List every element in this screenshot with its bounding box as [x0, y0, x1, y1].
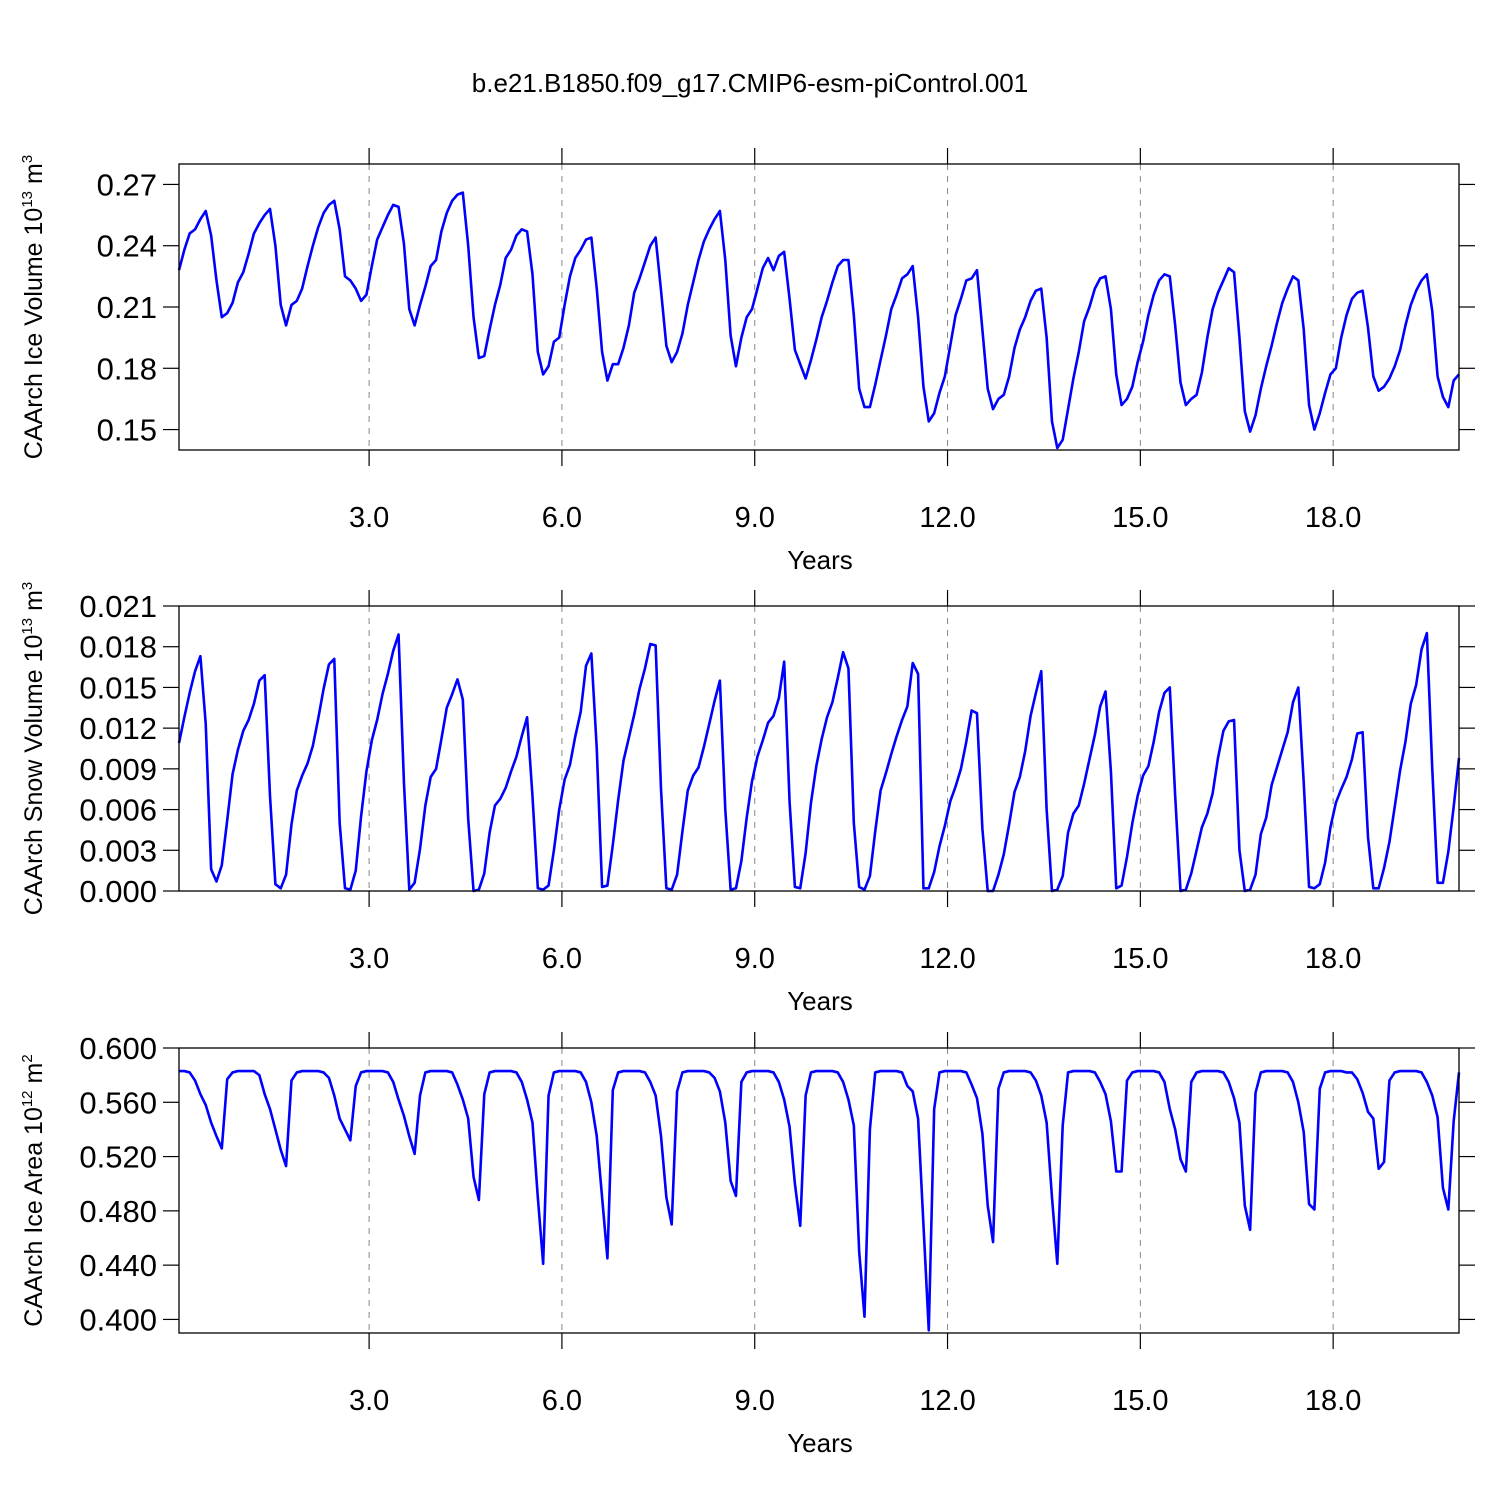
y-tick-label: 0.440	[79, 1248, 157, 1283]
y-tick-label: 0.400	[79, 1302, 157, 1337]
y-tick-label: 0.009	[79, 752, 157, 787]
y-axis-label-exponent: 3	[19, 582, 36, 590]
y-tick-label: 0.000	[79, 874, 157, 909]
y-tick-label: 0.600	[79, 1031, 157, 1066]
x-tick-label: 12.0	[919, 943, 975, 975]
y-axis-label-exponent: 2	[19, 1054, 36, 1062]
x-tick-label: 6.0	[542, 943, 582, 975]
chart-title: b.e21.B1850.f09_g17.CMIP6-esm-piControl.…	[472, 68, 1028, 98]
y-axis-label-text: CAArch Snow Volume 10	[20, 635, 48, 916]
y-axis-label-text: m	[20, 163, 48, 184]
y-tick-label: 0.480	[79, 1194, 157, 1229]
y-tick-label: 0.21	[97, 290, 157, 325]
y-tick-label: 0.012	[79, 711, 157, 746]
x-tick-label: 6.0	[542, 1385, 582, 1417]
x-axis-label: Years	[787, 1428, 853, 1458]
x-tick-label: 6.0	[542, 502, 582, 534]
y-axis-label-text: m	[20, 1063, 48, 1084]
x-tick-label: 9.0	[735, 943, 775, 975]
y-axis-label: CAArch Ice Volume 1013 m3	[19, 155, 48, 459]
y-axis-label-exponent: 12	[19, 1090, 36, 1107]
x-tick-label: 3.0	[349, 1385, 389, 1417]
y-tick-label: 0.006	[79, 793, 157, 828]
x-axis-label: Years	[787, 545, 853, 575]
y-tick-label: 0.560	[79, 1085, 157, 1120]
y-axis-label-text: m	[20, 590, 48, 611]
x-tick-label: 3.0	[349, 502, 389, 534]
y-axis-label-exponent: 3	[19, 155, 36, 163]
y-tick-label: 0.27	[97, 167, 157, 202]
data-line	[179, 1069, 1461, 1332]
x-tick-label: 18.0	[1305, 1385, 1361, 1417]
y-axis-label-text: CAArch Ice Area 10	[20, 1107, 48, 1327]
y-tick-label: 0.021	[79, 589, 157, 624]
x-tick-label: 18.0	[1305, 502, 1361, 534]
plot-frame	[178, 1047, 1460, 1334]
y-axis-label-exponent: 13	[19, 618, 36, 635]
plot-frame	[178, 605, 1460, 892]
y-tick-label: 0.003	[79, 833, 157, 868]
y-axis-label: CAArch Snow Volume 1013 m3	[19, 582, 48, 916]
y-tick-label: 0.018	[79, 630, 157, 665]
x-axis-label: Years	[787, 986, 853, 1016]
x-tick-label: 15.0	[1112, 1385, 1168, 1417]
y-tick-label: 0.18	[97, 351, 157, 386]
x-tick-label: 15.0	[1112, 502, 1168, 534]
x-tick-label: 9.0	[735, 1385, 775, 1417]
y-tick-label: 0.015	[79, 670, 157, 705]
x-tick-label: 18.0	[1305, 943, 1361, 975]
y-axis-label-text: CAArch Ice Volume 10	[20, 208, 48, 460]
x-tick-label: 15.0	[1112, 943, 1168, 975]
x-tick-label: 3.0	[349, 943, 389, 975]
x-tick-label: 9.0	[735, 502, 775, 534]
x-tick-label: 12.0	[919, 502, 975, 534]
x-tick-label: 12.0	[919, 1385, 975, 1417]
y-tick-label: 0.15	[97, 413, 157, 448]
data-line	[177, 191, 1460, 450]
plot-frame	[178, 163, 1460, 451]
y-tick-label: 0.520	[79, 1140, 157, 1175]
y-tick-label: 0.24	[97, 229, 157, 264]
y-axis-label: CAArch Ice Area 1012 m2	[19, 1054, 48, 1326]
data-line	[177, 631, 1461, 893]
y-axis-label-exponent: 13	[19, 191, 36, 208]
